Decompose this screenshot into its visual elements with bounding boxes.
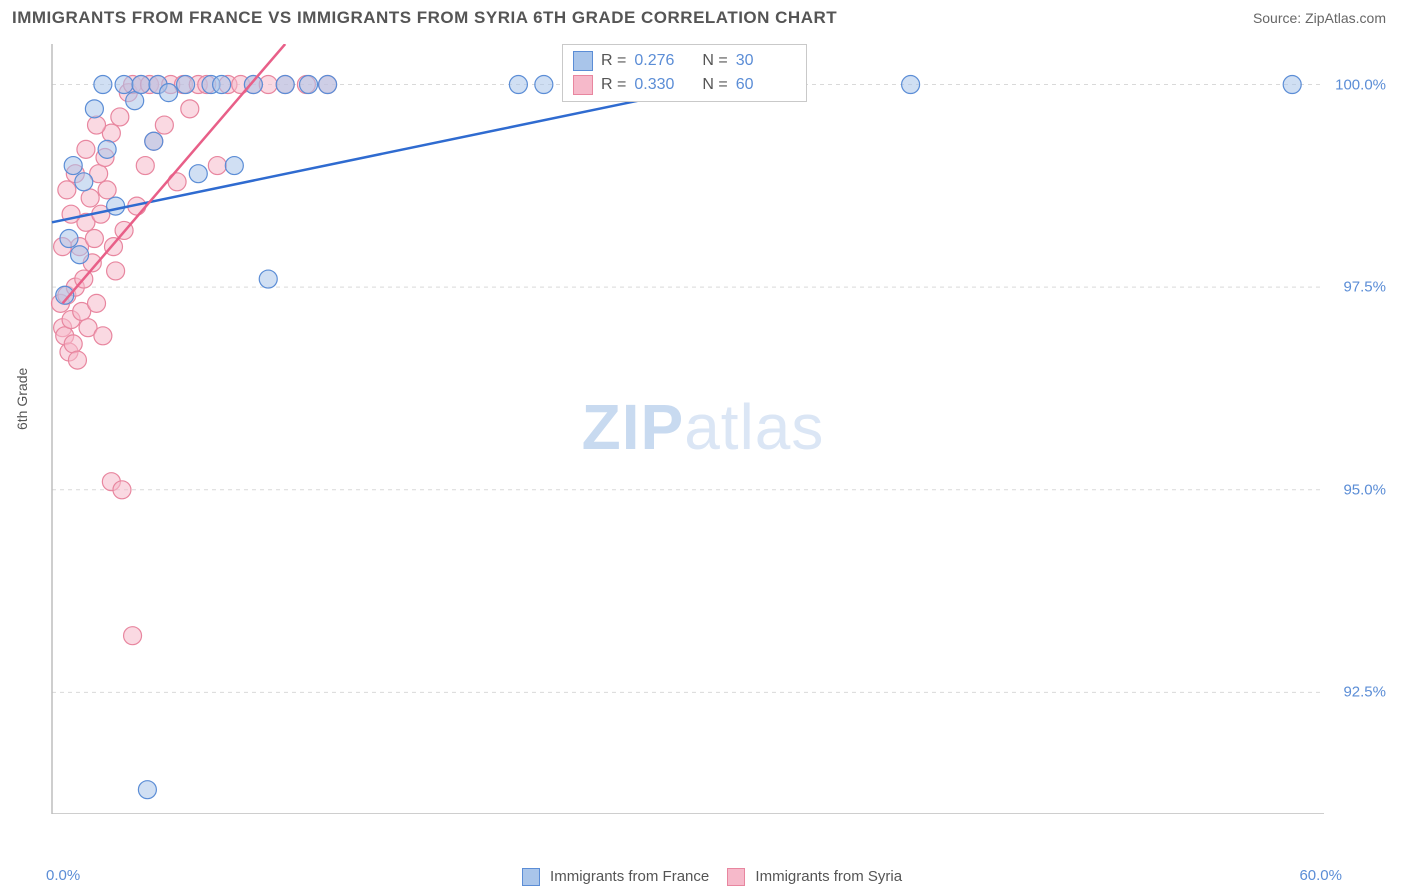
n-label: N = xyxy=(702,52,727,70)
scatter-chart-svg xyxy=(44,44,1324,814)
legend-label: Immigrants from France xyxy=(546,868,709,885)
y-tick-label: 95.0% xyxy=(1343,481,1386,498)
y-tick-label: 100.0% xyxy=(1335,76,1386,93)
legend-swatch xyxy=(573,75,593,95)
r-label: R = xyxy=(601,76,626,94)
n-label: N = xyxy=(702,76,727,94)
legend-row: R = 0.276 N = 30 xyxy=(573,49,796,73)
chart xyxy=(44,44,1324,814)
legend-row: R = 0.330 N = 60 xyxy=(573,73,796,97)
n-value: 60 xyxy=(736,76,796,94)
source-label: Source: ZipAtlas.com xyxy=(1253,10,1386,26)
y-tick-label: 92.5% xyxy=(1343,684,1386,701)
r-value: 0.330 xyxy=(634,76,694,94)
r-label: R = xyxy=(601,52,626,70)
legend-swatch xyxy=(573,51,593,71)
legend-swatch xyxy=(727,868,745,886)
series-legend: Immigrants from France Immigrants from S… xyxy=(0,868,1406,886)
y-tick-label: 97.5% xyxy=(1343,279,1386,296)
correlation-legend: R = 0.276 N = 30 R = 0.330 N = 60 xyxy=(562,44,807,102)
legend-swatch xyxy=(522,868,540,886)
n-value: 30 xyxy=(736,52,796,70)
r-value: 0.276 xyxy=(634,52,694,70)
header: IMMIGRANTS FROM FRANCE VS IMMIGRANTS FRO… xyxy=(0,0,1406,32)
legend-label: Immigrants from Syria xyxy=(751,868,902,885)
page-title: IMMIGRANTS FROM FRANCE VS IMMIGRANTS FRO… xyxy=(12,8,837,28)
y-axis-label: 6th Grade xyxy=(14,368,30,430)
